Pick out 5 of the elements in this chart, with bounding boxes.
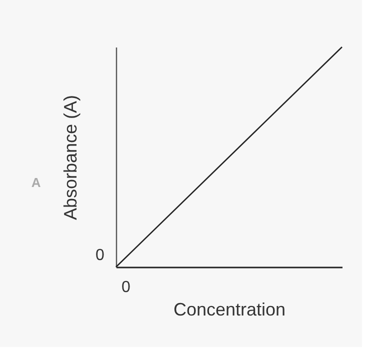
y-axis-title: Absorbance (A) (60, 94, 80, 220)
x-axis-title: Concentration (173, 300, 286, 320)
annotation: A (31, 175, 42, 190)
annotation: 0 (96, 247, 105, 264)
text: 0 (122, 279, 131, 296)
